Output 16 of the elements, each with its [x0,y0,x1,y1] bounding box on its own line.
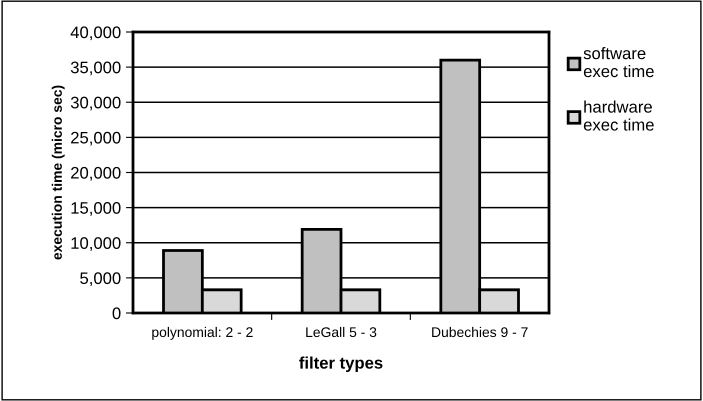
x-tick-label: polynomial: 2 - 2 [152,326,253,340]
y-tick-label: 20,000 [71,166,121,181]
y-tick-label: 25,000 [71,132,121,146]
legend-label: hardware exec time [584,100,654,131]
y-axis-title: execution time (micro sec) [52,86,65,260]
x-axis-title: filter types [299,356,382,372]
y-tick-label: 40,000 [70,26,121,40]
y-tick-label: 35,000 [70,62,121,76]
x-tick-label: LeGall 5 - 3 [306,326,376,338]
legend-label: software exec time [584,47,654,78]
y-tick-label: 15,000 [71,202,121,216]
y-tick-label: 10,000 [71,237,121,251]
y-tick-label: 30,000 [70,96,121,110]
y-tick-label: 5,000 [80,272,121,286]
y-tick-label: 0 [112,307,121,320]
x-tick-label: Dubechies 9 - 7 [432,326,528,338]
